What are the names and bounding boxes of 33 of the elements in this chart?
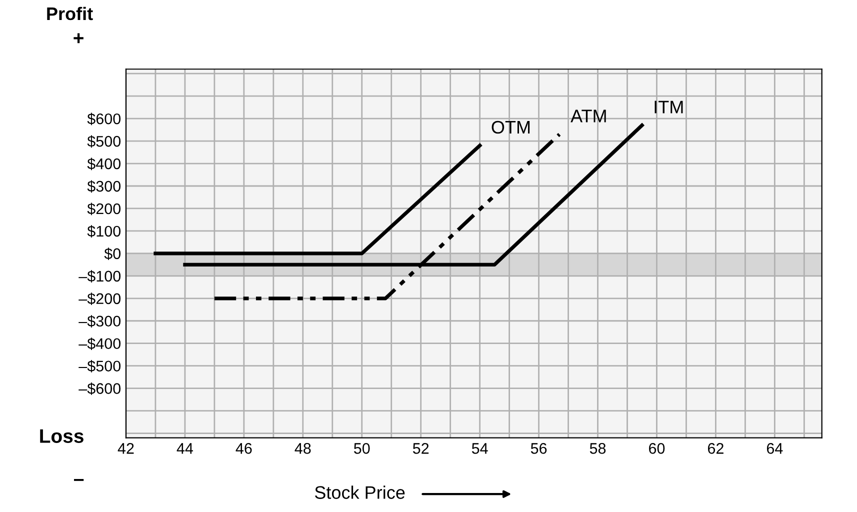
y-tick-label: –$200 [78,292,121,305]
y-tick-label: –$500 [78,360,121,372]
y-tick-label: –$400 [78,338,121,350]
y-tick-label: $200 [87,202,121,216]
text: – [74,479,84,481]
x-tick-label: 46 [236,443,252,454]
y-tick-label: –$100 [78,270,121,283]
x-tick-label: 64 [766,443,783,454]
x-tick-label: 62 [708,443,724,454]
y-tick-label: $100 [87,225,121,238]
x-axis-title: Stock Price [314,486,405,499]
text: Loss [40,429,84,443]
series-label: OTM [492,120,530,134]
x-tick-label: 50 [354,443,370,454]
y-tick-label: $400 [87,158,121,170]
y-tick-label: –$600 [78,382,121,395]
y-tick-label: $0 [104,248,121,260]
y-tick-label: $600 [87,112,121,126]
x-tick-label: 48 [294,443,311,454]
series-label: ATM [570,110,606,122]
y-tick-label: $500 [87,135,121,148]
y-axis-title: Profit [47,6,93,20]
text: + [74,33,84,44]
x-tick-label: 58 [590,443,606,454]
y-tick-label: –$300 [78,315,121,328]
x-tick-label: 56 [530,443,547,454]
x-tick-label: 54 [472,443,488,454]
x-tick-label: 52 [412,443,429,454]
x-tick-label: 42 [118,443,134,454]
x-tick-label: 44 [176,443,194,454]
x-tick-label: 60 [649,443,665,454]
series-label: ITM [654,100,683,114]
y-tick-label: $300 [87,180,121,193]
